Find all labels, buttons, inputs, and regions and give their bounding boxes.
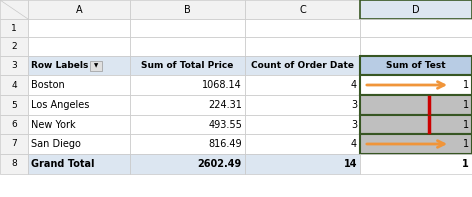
Text: San Diego: San Diego bbox=[31, 139, 81, 149]
Text: 4: 4 bbox=[351, 80, 357, 90]
Bar bbox=[0, 154, 28, 174]
Text: 4: 4 bbox=[11, 81, 17, 89]
Text: 5: 5 bbox=[11, 100, 17, 110]
Text: New York: New York bbox=[31, 120, 76, 129]
Text: A: A bbox=[76, 5, 82, 15]
Text: D: D bbox=[412, 5, 420, 15]
Text: 3: 3 bbox=[351, 100, 357, 110]
Bar bbox=[28, 134, 130, 154]
Text: Boston: Boston bbox=[31, 80, 65, 90]
Text: 3: 3 bbox=[11, 61, 17, 70]
Bar bbox=[0, 75, 28, 95]
Bar bbox=[130, 0, 245, 19]
Bar bbox=[245, 154, 360, 174]
Bar bbox=[245, 19, 360, 37]
Bar bbox=[130, 56, 245, 75]
Bar bbox=[245, 134, 360, 154]
Bar bbox=[130, 115, 245, 134]
Bar bbox=[28, 115, 130, 134]
Bar bbox=[28, 19, 130, 37]
Bar bbox=[130, 95, 245, 115]
Text: 1: 1 bbox=[11, 23, 17, 33]
Text: ▼: ▼ bbox=[94, 63, 98, 68]
Bar bbox=[245, 37, 360, 56]
Text: 493.55: 493.55 bbox=[208, 120, 242, 129]
Bar bbox=[245, 115, 360, 134]
Text: Los Angeles: Los Angeles bbox=[31, 100, 89, 110]
Bar bbox=[130, 134, 245, 154]
Bar bbox=[0, 95, 28, 115]
Text: Row Labels: Row Labels bbox=[31, 61, 88, 70]
Text: Count of Order Date: Count of Order Date bbox=[251, 61, 354, 70]
Bar bbox=[0, 37, 28, 56]
Text: 1: 1 bbox=[463, 139, 469, 149]
Bar bbox=[0, 56, 28, 75]
Bar bbox=[360, 37, 472, 56]
Bar bbox=[360, 0, 472, 19]
Text: 14: 14 bbox=[344, 159, 357, 169]
Bar bbox=[245, 95, 360, 115]
Text: C: C bbox=[299, 5, 306, 15]
Text: B: B bbox=[184, 5, 191, 15]
Bar bbox=[28, 56, 130, 75]
Bar bbox=[130, 75, 245, 95]
Text: 1: 1 bbox=[463, 80, 469, 90]
Text: 1068.14: 1068.14 bbox=[202, 80, 242, 90]
Bar bbox=[360, 134, 472, 154]
Bar bbox=[28, 154, 130, 174]
Text: Sum of Test: Sum of Test bbox=[386, 61, 446, 70]
Text: 1: 1 bbox=[463, 120, 469, 129]
Text: 3: 3 bbox=[351, 120, 357, 129]
Text: 1: 1 bbox=[462, 159, 469, 169]
Bar bbox=[360, 115, 472, 134]
Bar bbox=[90, 60, 102, 71]
Bar bbox=[360, 19, 472, 37]
Bar bbox=[360, 95, 472, 115]
Bar bbox=[245, 56, 360, 75]
Bar bbox=[130, 19, 245, 37]
Bar bbox=[130, 154, 245, 174]
Bar bbox=[28, 95, 130, 115]
Bar bbox=[0, 115, 28, 134]
Text: 1: 1 bbox=[463, 100, 469, 110]
Text: Sum of Total Price: Sum of Total Price bbox=[141, 61, 234, 70]
Bar bbox=[0, 19, 28, 37]
Bar bbox=[360, 56, 472, 75]
Bar bbox=[245, 0, 360, 19]
Bar bbox=[360, 154, 472, 174]
Bar bbox=[0, 0, 28, 19]
Bar bbox=[245, 75, 360, 95]
Text: Grand Total: Grand Total bbox=[31, 159, 94, 169]
Bar bbox=[28, 37, 130, 56]
Text: 7: 7 bbox=[11, 139, 17, 149]
Bar bbox=[28, 0, 130, 19]
Bar bbox=[0, 134, 28, 154]
Text: 816.49: 816.49 bbox=[208, 139, 242, 149]
Text: 2602.49: 2602.49 bbox=[198, 159, 242, 169]
Bar bbox=[130, 37, 245, 56]
Bar bbox=[360, 75, 472, 95]
Text: 8: 8 bbox=[11, 160, 17, 168]
Text: 224.31: 224.31 bbox=[208, 100, 242, 110]
Text: 2: 2 bbox=[11, 42, 17, 51]
Text: 6: 6 bbox=[11, 120, 17, 129]
Bar bbox=[28, 75, 130, 95]
Text: 4: 4 bbox=[351, 139, 357, 149]
